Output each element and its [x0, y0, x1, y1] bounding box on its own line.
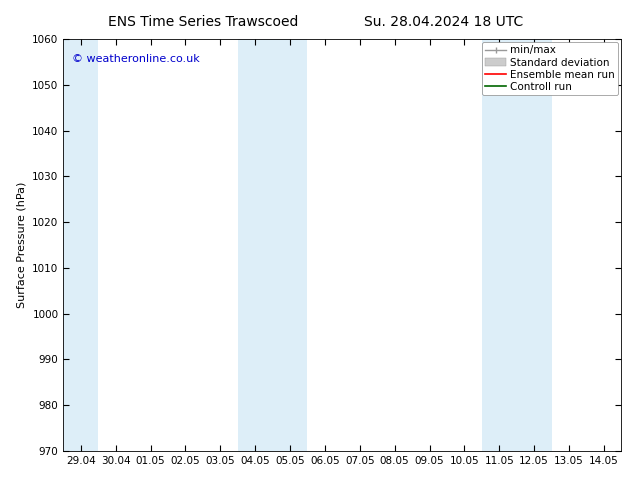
Bar [238, 39, 307, 451]
Text: © weatheronline.co.uk: © weatheronline.co.uk [72, 53, 200, 64]
Bar [482, 39, 552, 451]
Y-axis label: Surface Pressure (hPa): Surface Pressure (hPa) [16, 182, 27, 308]
Bar [63, 39, 98, 451]
Text: Su. 28.04.2024 18 UTC: Su. 28.04.2024 18 UTC [364, 15, 524, 29]
Text: ENS Time Series Trawscoed: ENS Time Series Trawscoed [108, 15, 298, 29]
Legend: min/max, Standard deviation, Ensemble mean run, Controll run: min/max, Standard deviation, Ensemble me… [482, 42, 618, 95]
